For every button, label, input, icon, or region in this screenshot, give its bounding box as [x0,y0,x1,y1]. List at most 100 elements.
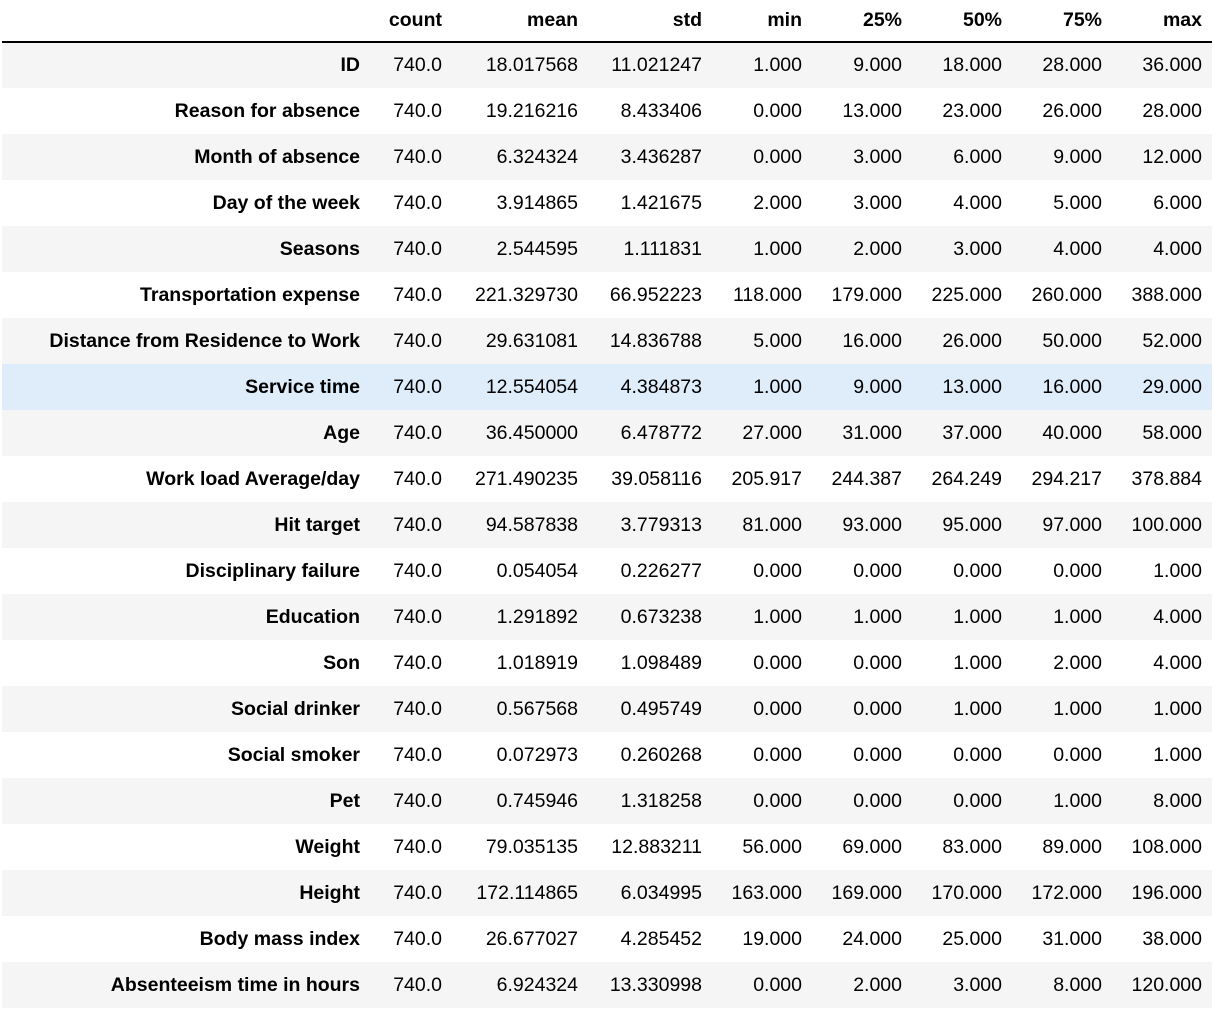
table-header: count mean std min 25% 50% 75% max [2,0,1212,43]
row-label: Month of absence [194,145,360,168]
row-label: Hit target [274,513,360,536]
row-label: Body mass index [199,927,360,950]
table-cell: 8.000 [1153,789,1202,812]
column-header: 50% [912,0,1012,43]
table-cell: 3.000 [853,191,902,214]
table-cell: 24.000 [842,927,902,950]
table-row: Body mass index 740.0 26.677027 4.285452 19.… [2,916,1212,962]
table-cell: 4.285452 [620,927,702,950]
table-row: Social drinker 740.0 0.567568 0.495749 0.000… [2,686,1212,732]
row-label: Seasons [279,237,360,260]
table-cell: 740.0 [393,973,442,996]
table-cell: 740.0 [393,743,442,766]
table-cell: 0.000 [753,743,802,766]
table-cell: 93.000 [842,513,902,536]
table-cell: 205.917 [731,467,803,490]
row-label: Day of the week [212,191,360,214]
table-cell: 16.000 [842,329,902,352]
row-label: Pet [329,789,360,812]
table-cell: 5.000 [1053,191,1102,214]
table-cell: 0.000 [853,559,902,582]
header-row: count mean std min 25% 50% 75% max [2,0,1212,43]
table-cell: 9.000 [853,54,902,76]
table-cell: 4.000 [1153,651,1202,674]
table-cell: 19.000 [742,927,802,950]
table-cell: 23.000 [942,99,1002,122]
table-cell: 1.000 [1153,697,1202,720]
table-cell: 1.000 [1053,789,1102,812]
table-cell: 6.034995 [620,881,702,904]
table-cell: 0.000 [753,559,802,582]
table-cell: 2.000 [1053,651,1102,674]
table-cell: 95.000 [942,513,1002,536]
table-cell: 4.000 [1153,605,1202,628]
table-row: Month of absence 740.0 6.324324 3.436287 0.0… [2,134,1212,180]
table-cell: 19.216216 [485,99,578,122]
table-cell: 1.000 [753,605,802,628]
table-cell: 1.111831 [623,237,702,260]
table-cell: 740.0 [393,467,442,490]
row-label: Age [323,421,360,444]
index-header [2,0,368,43]
table-cell: 11.021247 [611,54,702,76]
table-cell: 37.000 [942,421,1002,444]
table-cell: 740.0 [393,191,442,214]
table-cell: 740.0 [393,421,442,444]
table-cell: 89.000 [1042,835,1102,858]
row-label: Reason for absence [174,99,360,122]
table-cell: 740.0 [393,145,442,168]
row-label: Social smoker [227,743,360,766]
table-cell: 58.000 [1142,421,1202,444]
table-cell: 1.318258 [620,789,702,812]
column-header: max [1112,0,1212,43]
table-cell: 740.0 [393,283,442,306]
table-cell: 2.544595 [496,237,578,260]
table-cell: 0.000 [1053,559,1102,582]
table-cell: 1.000 [753,54,802,76]
table-cell: 18.000 [942,54,1002,76]
table-cell: 2.000 [753,191,802,214]
table-cell: 1.000 [953,605,1002,628]
table-cell: 9.000 [1053,145,1102,168]
table-cell: 50.000 [1042,329,1102,352]
table-cell: 740.0 [393,329,442,352]
row-label: Distance from Residence to Work [49,329,360,352]
table-cell: 100.000 [1131,513,1203,536]
table-cell: 271.490235 [474,467,578,490]
table-cell: 1.000 [753,375,802,398]
table-row: Seasons 740.0 2.544595 1.111831 1.000 2.000 3.… [2,226,1212,272]
table-cell: 740.0 [393,99,442,122]
table-cell: 29.000 [1142,375,1202,398]
table-cell: 8.000 [1053,973,1102,996]
table-cell: 0.673238 [620,605,702,628]
table-cell: 3.779313 [620,513,702,536]
table-cell: 0.000 [753,973,802,996]
table-cell: 26.677027 [485,927,578,950]
table-cell: 1.000 [953,651,1002,674]
table-row: Service time 740.0 12.554054 4.384873 1.000 9… [2,364,1212,410]
table-cell: 740.0 [393,651,442,674]
table-cell: 4.384873 [620,375,702,398]
table-body: ID 740.0 18.017568 11.021247 1.000 9.000 18.00… [2,42,1212,1008]
table-cell: 740.0 [393,835,442,858]
table-cell: 81.000 [742,513,802,536]
table-cell: 0.000 [853,651,902,674]
column-header: 75% [1012,0,1112,43]
table-cell: 3.000 [853,145,902,168]
table-cell: 221.329730 [474,283,578,306]
table-cell: 388.000 [1131,283,1203,306]
table-cell: 0.260268 [620,743,702,766]
table-cell: 740.0 [393,513,442,536]
table-cell: 94.587838 [485,513,578,536]
table-cell: 740.0 [393,375,442,398]
table-cell: 83.000 [942,835,1002,858]
row-label: Son [323,651,360,674]
table-cell: 260.000 [1031,283,1103,306]
row-label: Service time [245,375,360,398]
table-cell: 0.000 [853,789,902,812]
table-cell: 56.000 [742,835,802,858]
table-cell: 1.000 [1153,743,1202,766]
row-label: Transportation expense [140,283,360,306]
